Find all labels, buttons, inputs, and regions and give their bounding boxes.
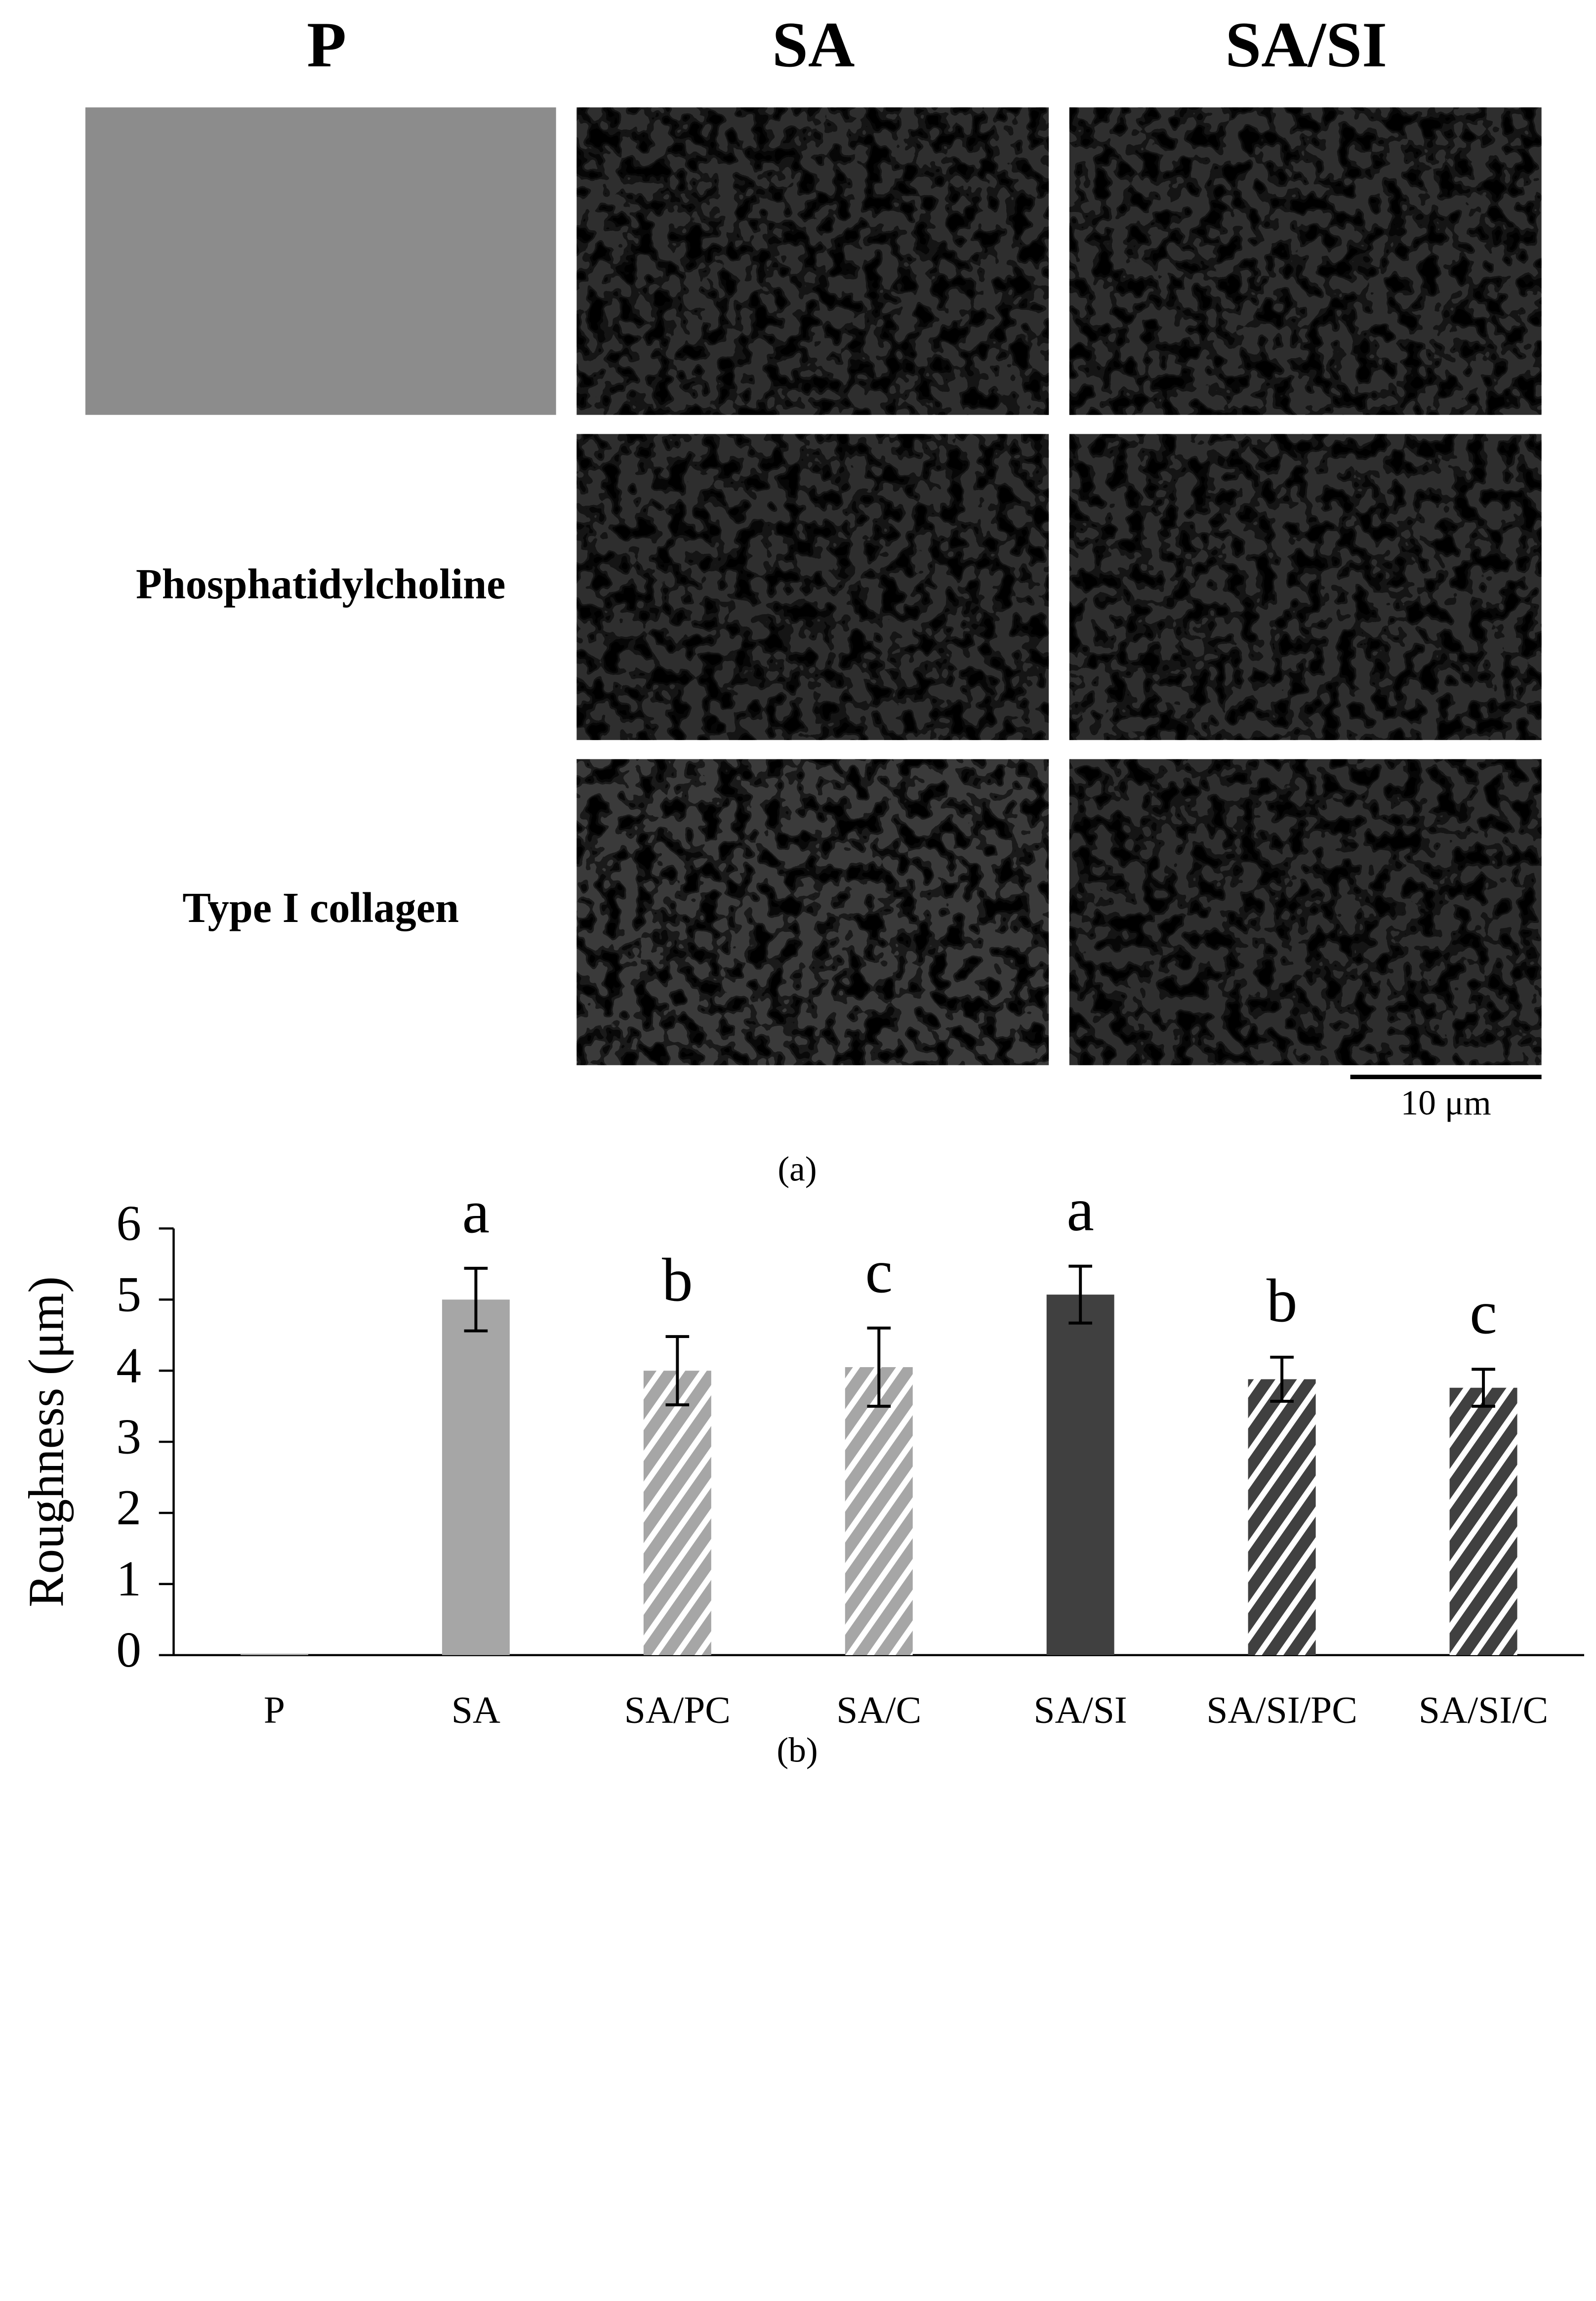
x-tick-label: SA/SI/C — [1419, 1689, 1548, 1731]
y-tick-label: 2 — [116, 1480, 141, 1535]
column-label: SA — [772, 9, 855, 81]
bar — [442, 1299, 510, 1655]
x-tick-label: SA/PC — [624, 1689, 731, 1731]
significance-letter: a — [1066, 1176, 1094, 1244]
y-axis-label: Roughness (μm) — [19, 1276, 74, 1607]
y-tick-label: 1 — [116, 1551, 141, 1606]
bar — [1046, 1295, 1114, 1655]
x-tick-label: SA/C — [836, 1689, 921, 1731]
bar — [643, 1371, 711, 1655]
x-tick-label: SA/SI — [1034, 1689, 1127, 1731]
significance-letter: c — [1470, 1279, 1497, 1347]
significance-letter: a — [462, 1178, 490, 1246]
bar — [1449, 1387, 1517, 1655]
y-tick-label: 6 — [116, 1196, 141, 1251]
y-tick-label: 4 — [116, 1338, 141, 1393]
bar — [845, 1367, 913, 1655]
significance-letter: c — [865, 1238, 893, 1306]
bar — [1248, 1379, 1316, 1655]
sem-images — [576, 107, 1542, 1065]
row-label: Phosphatidylcholine — [136, 560, 506, 608]
y-tick-label: 0 — [116, 1622, 141, 1677]
caption: (b) — [777, 1731, 818, 1770]
panel-a: P SA SA/SI Phosphatidylcholine Type I co… — [85, 9, 1542, 1189]
caption: (a) — [778, 1150, 817, 1189]
x-tick-label: SA — [451, 1689, 500, 1731]
scale-bar-label: 10 μm — [1401, 1084, 1491, 1123]
row-label: Type I collagen — [182, 884, 459, 931]
column-label: SA/SI — [1225, 9, 1387, 81]
bar — [240, 1653, 308, 1655]
x-tick-label: SA/SI/PC — [1206, 1689, 1357, 1731]
y-tick-label: 5 — [116, 1266, 141, 1322]
significance-letter: b — [662, 1247, 693, 1315]
column-label: P — [307, 9, 346, 81]
significance-letter: b — [1267, 1267, 1298, 1335]
sem-image — [85, 107, 556, 415]
y-tick-label: 3 — [116, 1409, 141, 1464]
panel-b: 0 1 2 3 4 5 6 Roughness (μm) (b) P SA a SA/PC b SA/C c S… — [19, 1176, 1585, 1770]
x-tick-label: P — [264, 1689, 285, 1731]
